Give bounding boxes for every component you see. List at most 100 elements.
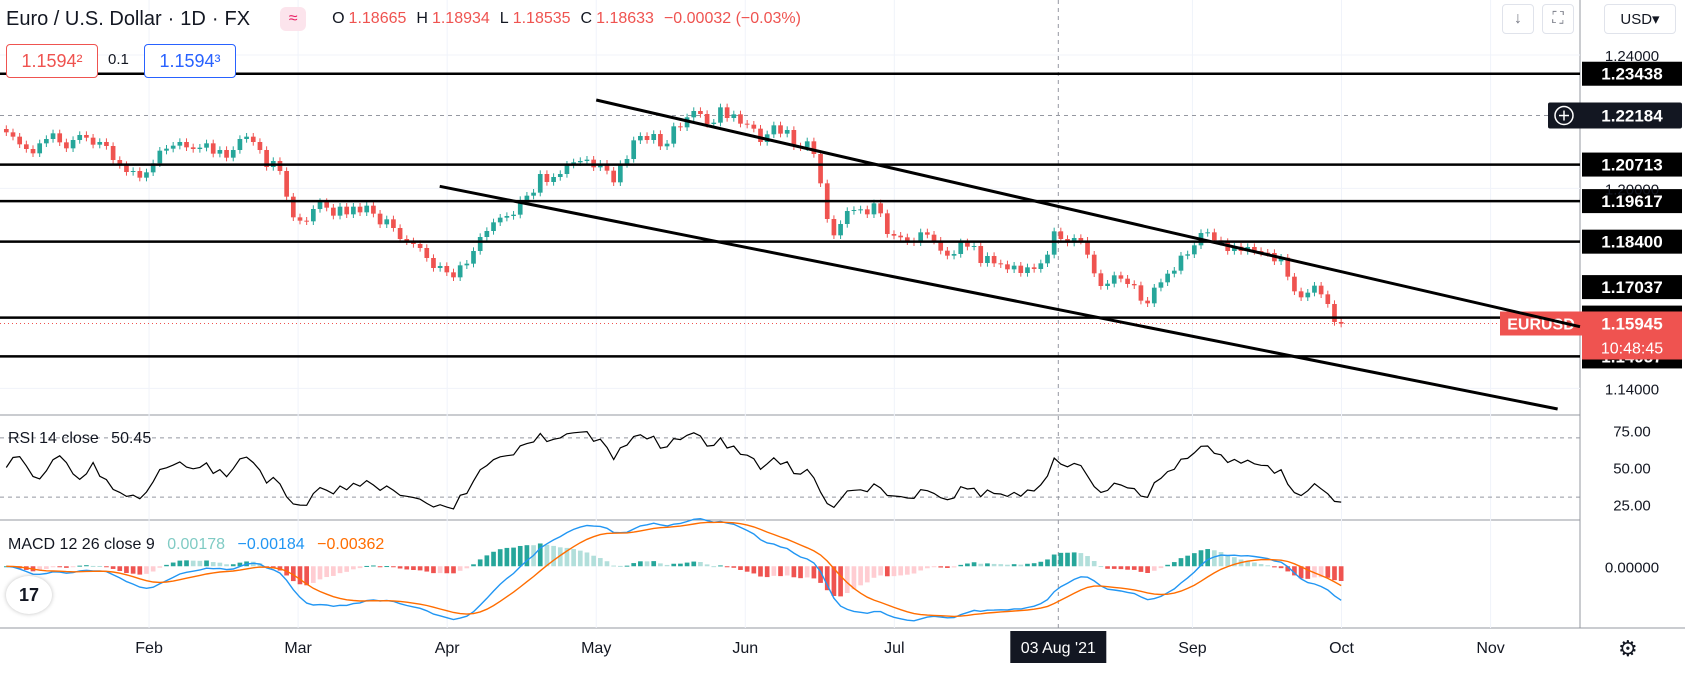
candle-body xyxy=(204,143,209,148)
candle xyxy=(658,130,663,150)
fullscreen-icon[interactable]: ⛶ xyxy=(1542,4,1574,34)
candle xyxy=(44,135,49,147)
macd-histogram-bar xyxy=(237,562,243,567)
candle-body xyxy=(97,142,103,145)
macd-histogram-bar xyxy=(891,566,897,577)
candle xyxy=(1332,300,1337,326)
candle-body xyxy=(978,246,984,263)
channel-lower-line[interactable] xyxy=(439,184,1558,411)
candle xyxy=(671,122,677,148)
candle xyxy=(691,107,697,121)
gear-icon[interactable]: ⚙ xyxy=(1618,636,1638,661)
macd-histogram-bar xyxy=(925,566,930,569)
candle-body xyxy=(551,177,556,182)
macd-histogram-bar xyxy=(517,545,523,567)
macd-histogram-bar xyxy=(377,566,383,568)
candle xyxy=(891,230,897,240)
currency-select[interactable]: USD▾ xyxy=(1604,4,1676,34)
candle-body xyxy=(664,143,670,147)
candle-body xyxy=(1125,278,1130,284)
macd-histogram-bar xyxy=(1005,564,1010,567)
macd-histogram-bar xyxy=(791,566,797,578)
candle xyxy=(938,237,944,255)
candle xyxy=(1045,251,1050,267)
candle xyxy=(451,268,456,281)
candle xyxy=(744,120,750,129)
candle-body xyxy=(744,123,750,125)
macd-histogram-bar xyxy=(417,566,423,571)
symbol-name[interactable]: Euro / U.S. Dollar xyxy=(6,7,162,30)
macd-histogram-bar xyxy=(1178,558,1184,567)
candle-body xyxy=(804,141,810,148)
candle xyxy=(1125,275,1130,288)
candle-body xyxy=(1078,238,1084,241)
candle xyxy=(164,145,169,155)
candle xyxy=(3,125,9,136)
sell-button[interactable]: 1.1594² xyxy=(6,44,98,78)
candle xyxy=(945,247,950,260)
candle-body xyxy=(1038,263,1044,269)
crosshair-price-label-bg xyxy=(1548,102,1682,129)
candle-body xyxy=(678,126,683,128)
rsi-legend[interactable]: RSI 14 close 50.45 xyxy=(8,430,151,448)
macd-histogram-bar xyxy=(711,566,717,568)
candle-body xyxy=(698,111,703,114)
macd-line-value: −0.00184 xyxy=(237,536,305,553)
candle-body xyxy=(1292,276,1297,292)
arrow-down-icon[interactable]: ↓ xyxy=(1502,4,1534,34)
symbol-header[interactable]: Euro / U.S. Dollar · 1D · FX ≈ O 1.18665 … xyxy=(6,6,807,32)
macd-histogram-bar xyxy=(1185,555,1190,567)
macd-histogram-bar xyxy=(50,566,56,568)
macd-histogram-bar xyxy=(164,564,169,567)
candle-body xyxy=(437,266,443,268)
candle-body xyxy=(985,256,990,263)
macd-histogram-bar xyxy=(664,564,670,567)
macd-histogram-bar xyxy=(431,566,436,574)
candle xyxy=(998,259,1004,268)
candle-body xyxy=(90,137,96,145)
tradingview-logo[interactable]: 17 xyxy=(6,576,52,614)
macd-histogram-bar xyxy=(864,566,870,583)
macd-histogram-bar xyxy=(1171,562,1177,567)
candle-body xyxy=(998,263,1004,265)
candle-body xyxy=(17,136,23,145)
interval-label[interactable]: 1D xyxy=(180,7,206,30)
candle-body xyxy=(524,195,530,200)
candle xyxy=(224,146,229,162)
candle xyxy=(204,139,209,152)
macd-legend[interactable]: MACD 12 26 close 9 0.00178 −0.00184 −0.0… xyxy=(8,536,384,554)
candle-body xyxy=(1118,275,1124,279)
candle-body xyxy=(531,192,536,196)
macd-histogram-bar xyxy=(491,551,496,567)
macd-histogram-bar xyxy=(324,566,330,578)
candle-body xyxy=(1232,246,1237,251)
candle xyxy=(1105,280,1110,290)
spread-value: 0.1 xyxy=(108,51,129,68)
candle xyxy=(718,103,723,127)
macd-histogram-bar xyxy=(1332,566,1337,581)
rsi-value: 50.45 xyxy=(111,430,152,447)
candle xyxy=(197,144,203,153)
candle-body xyxy=(210,143,216,154)
macd-histogram-bar xyxy=(1071,552,1077,567)
candle-body xyxy=(10,132,16,137)
candle-body xyxy=(1325,294,1331,304)
buy-button[interactable]: 1.1594³ xyxy=(144,44,236,78)
candle xyxy=(24,140,29,153)
macd-histogram-bar xyxy=(1258,564,1264,567)
candle-body xyxy=(671,126,677,144)
channel-upper-line[interactable] xyxy=(595,98,1581,329)
plus-icon[interactable] xyxy=(1554,105,1574,126)
candle-body xyxy=(1185,254,1190,256)
candle xyxy=(1171,267,1177,278)
candle xyxy=(64,138,69,152)
candle-body xyxy=(431,258,436,268)
macd-histogram-bar xyxy=(1298,566,1304,579)
candle xyxy=(1338,318,1344,328)
candle-body xyxy=(1338,322,1344,324)
candle-body xyxy=(511,214,516,216)
low-value: 1.18535 xyxy=(512,10,571,27)
macd-histogram-bar xyxy=(651,561,657,567)
macd-histogram-bar xyxy=(1218,552,1224,567)
